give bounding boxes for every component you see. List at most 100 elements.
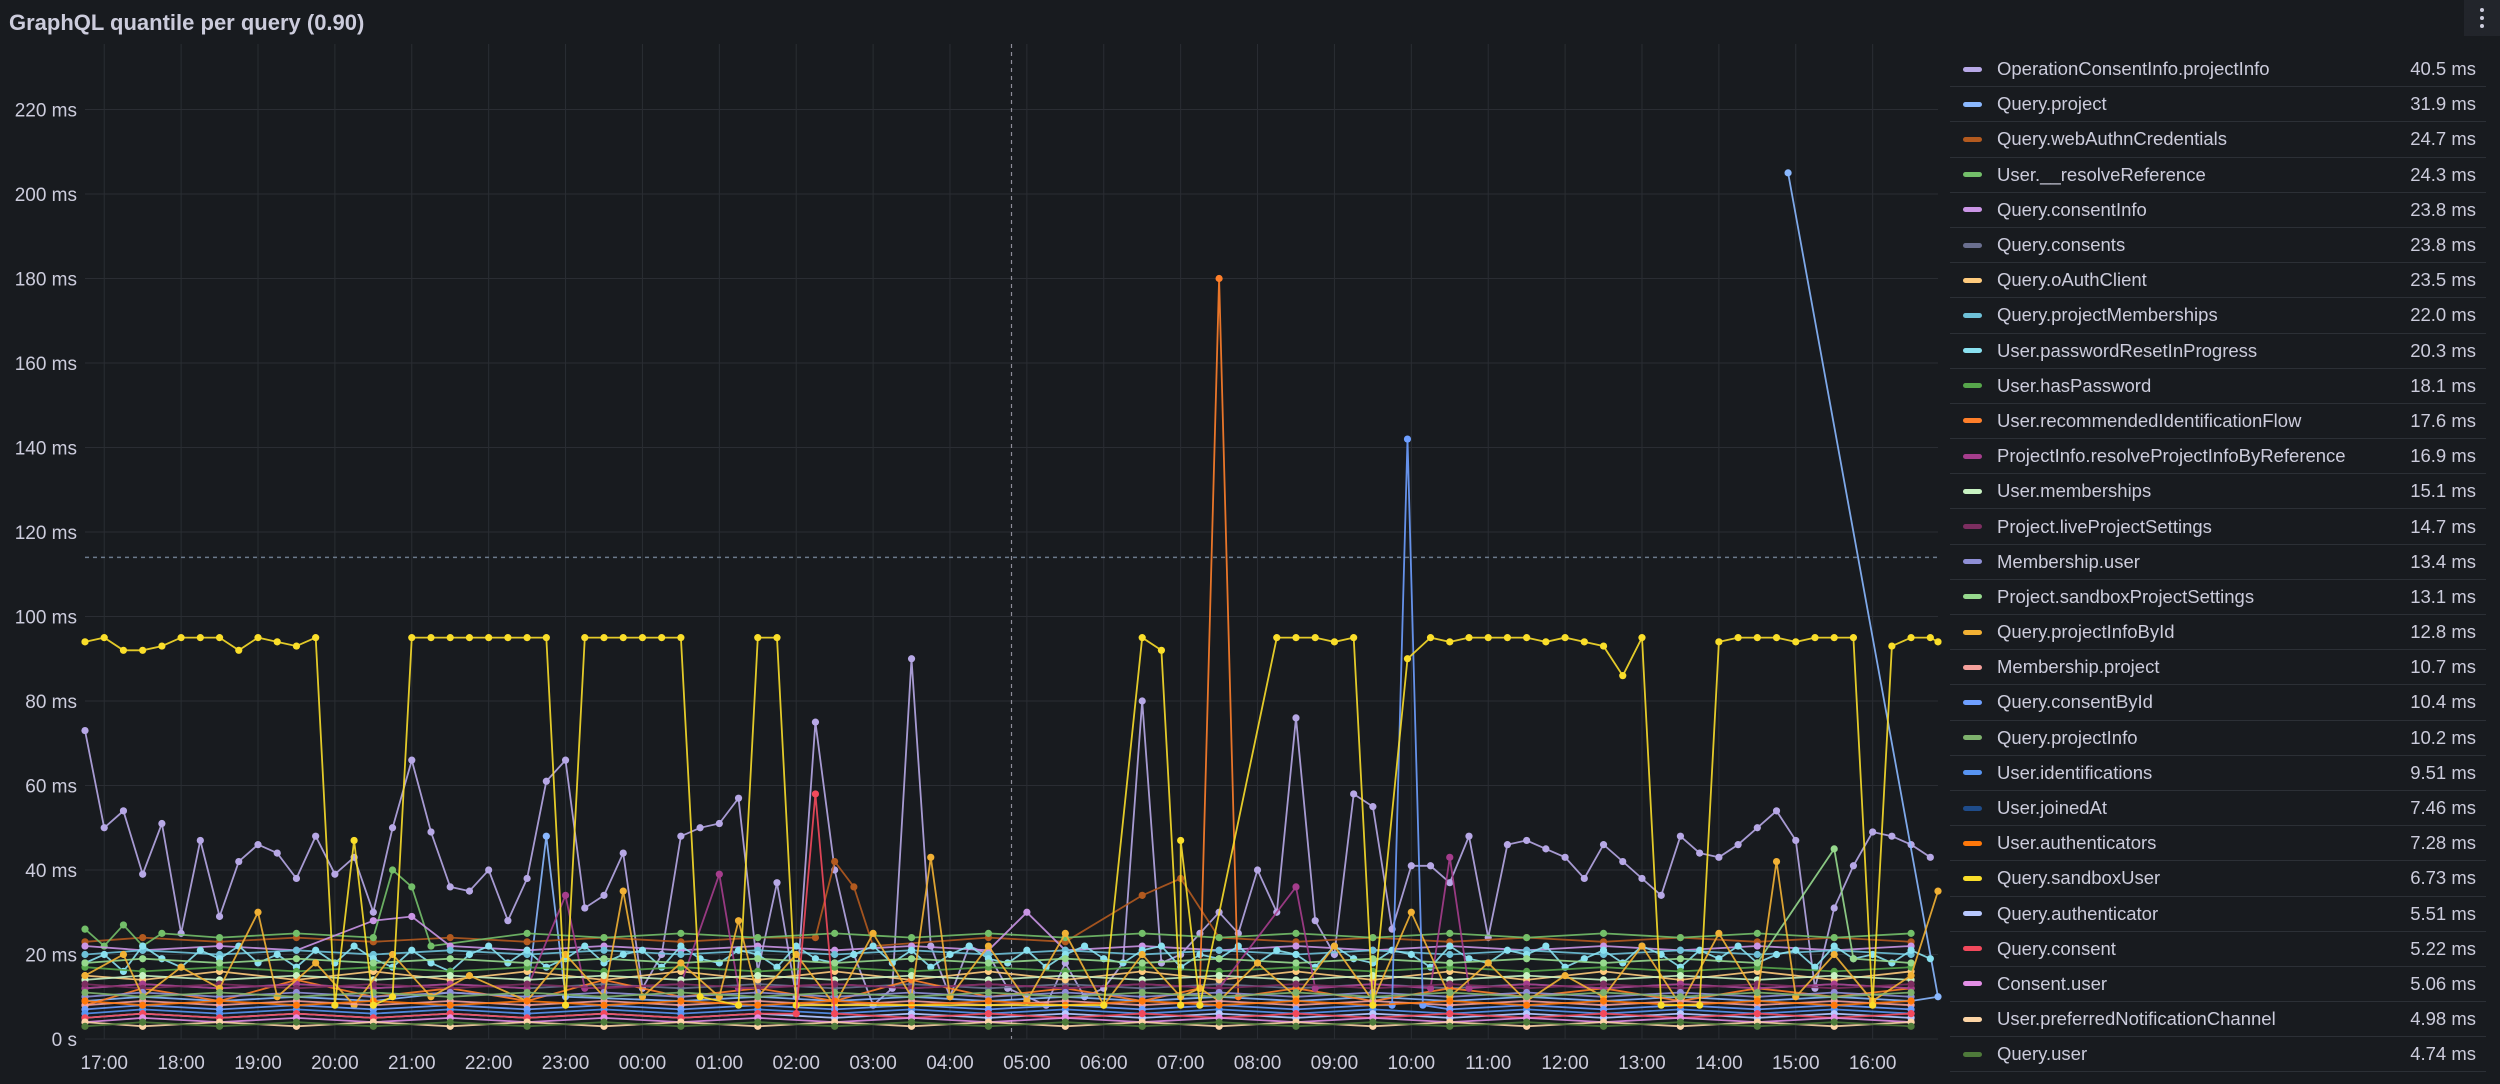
data-point bbox=[100, 634, 108, 642]
legend-item[interactable]: User.identifications 9.51 ms bbox=[1950, 756, 2486, 791]
legend-series-value: 18.1 ms bbox=[2410, 374, 2476, 396]
data-point bbox=[1503, 946, 1512, 954]
data-point bbox=[600, 1018, 608, 1026]
legend-item[interactable]: Project.sandboxProjectSettings 13.1 ms bbox=[1950, 580, 2486, 615]
data-point bbox=[907, 934, 916, 942]
legend-item[interactable]: User.hasPassword 18.1 ms bbox=[1950, 369, 2486, 404]
data-point bbox=[1484, 634, 1492, 642]
data-point bbox=[600, 955, 608, 963]
line-chart[interactable]: 0 s 20 ms 40 ms 60 ms 80 ms 100 ms 120 ms 140 m… bbox=[0, 44, 1945, 1084]
data-point bbox=[1657, 891, 1665, 899]
data-point bbox=[869, 942, 877, 950]
legend-item[interactable]: Consent.user 5.06 ms bbox=[1950, 967, 2486, 1003]
legend-item[interactable]: Query.projectInfoById 12.8 ms bbox=[1950, 615, 2486, 651]
legend-item[interactable]: Query.projectInfo 10.2 ms bbox=[1950, 721, 2486, 756]
legend-item[interactable]: Membership.user 13.4 ms bbox=[1950, 545, 2486, 580]
data-point bbox=[196, 836, 204, 845]
data-point bbox=[446, 934, 454, 942]
legend-item[interactable]: Query.consentById 10.4 ms bbox=[1950, 685, 2486, 721]
legend-series-value: 5.51 ms bbox=[2410, 902, 2476, 924]
legend-series-value: 16.9 ms bbox=[2410, 445, 2476, 467]
data-point bbox=[1599, 997, 1608, 1005]
legend-swatch bbox=[1963, 453, 1982, 459]
data-point bbox=[907, 946, 916, 954]
data-point bbox=[1023, 908, 1031, 916]
data-point bbox=[1138, 988, 1146, 997]
legend-series-name: Membership.user bbox=[1997, 550, 2140, 572]
data-point bbox=[312, 634, 320, 642]
data-point bbox=[1619, 672, 1627, 680]
data-point bbox=[946, 950, 954, 959]
legend-item[interactable]: User.preferredNotificationChannel 4.98 ms bbox=[1950, 1002, 2486, 1038]
legend-item[interactable]: OperationConsentInfo.projectInfo 40.5 ms bbox=[1950, 52, 2486, 88]
legend-series-value: 14.7 ms bbox=[2410, 515, 2476, 537]
legend-item[interactable]: Query.consents 23.8 ms bbox=[1950, 228, 2486, 264]
data-point bbox=[715, 870, 723, 878]
series-layer bbox=[81, 169, 1942, 1030]
data-point bbox=[331, 870, 339, 878]
data-point bbox=[1138, 959, 1146, 967]
legend-item[interactable]: User.recommendedIdentificationFlow 17.6 m… bbox=[1950, 404, 2486, 440]
series-OperationConsentInfo.projectInfo bbox=[81, 655, 1934, 1009]
legend-item[interactable]: User.passwordResetInProgress 20.3 ms bbox=[1950, 334, 2486, 369]
data-point bbox=[485, 634, 493, 642]
legend-item[interactable]: User.memberships 15.1 ms bbox=[1950, 474, 2486, 510]
legend-item[interactable]: User.joinedAt 7.46 ms bbox=[1950, 791, 2486, 827]
legend-item[interactable]: Query.oAuthClient 23.5 ms bbox=[1950, 263, 2486, 299]
data-point bbox=[427, 942, 435, 950]
data-point bbox=[984, 959, 993, 967]
data-point bbox=[1638, 634, 1646, 642]
legend-item[interactable]: Membership.project 10.7 ms bbox=[1950, 650, 2486, 686]
data-point bbox=[984, 942, 993, 950]
data-point bbox=[408, 912, 416, 921]
data-point bbox=[1599, 841, 1608, 849]
data-point bbox=[1753, 997, 1761, 1005]
legend-item[interactable]: Query.consentInfo 23.8 ms bbox=[1950, 193, 2486, 228]
legend-swatch bbox=[1963, 488, 1982, 494]
data-point bbox=[1061, 993, 1069, 1001]
data-point bbox=[1753, 988, 1761, 997]
legend-item[interactable]: User.__resolveReference 24.3 ms bbox=[1950, 158, 2486, 193]
legend-item[interactable]: Query.webAuthnCredentials 24.7 ms bbox=[1950, 122, 2486, 158]
legend-item[interactable]: ProjectInfo.resolveProjectInfoByReferenc… bbox=[1950, 439, 2486, 475]
legend-series-value: 24.7 ms bbox=[2410, 128, 2476, 150]
x-tick-label: 15:00 bbox=[1772, 1053, 1820, 1074]
data-point bbox=[1253, 959, 1262, 967]
data-point bbox=[215, 1022, 224, 1030]
data-point bbox=[523, 959, 531, 967]
data-point bbox=[831, 950, 839, 959]
data-point bbox=[1638, 942, 1646, 950]
data-point bbox=[1446, 1010, 1454, 1018]
legend-item[interactable]: Query.projectMemberships 22.0 ms bbox=[1950, 298, 2486, 334]
legend-series-name: User.identifications bbox=[1997, 761, 2153, 783]
legend-series-value: 24.3 ms bbox=[2410, 163, 2476, 185]
legend-item[interactable]: Query.project 31.9 ms bbox=[1950, 87, 2486, 123]
data-point bbox=[1734, 841, 1742, 849]
data-point bbox=[81, 980, 89, 988]
legend-swatch bbox=[1963, 1051, 1982, 1057]
data-point bbox=[369, 908, 377, 916]
data-point bbox=[965, 942, 973, 950]
data-point bbox=[1849, 862, 1858, 870]
data-point bbox=[1523, 836, 1531, 845]
legend-series-name: User.recommendedIdentificationFlow bbox=[1997, 409, 2302, 431]
data-point bbox=[1138, 950, 1146, 959]
legend-item[interactable]: User.authenticators 7.28 ms bbox=[1950, 826, 2486, 862]
legend-item[interactable]: Query.sandboxUser 6.73 ms bbox=[1950, 861, 2486, 897]
data-point bbox=[1772, 634, 1781, 642]
legend-series-value: 13.1 ms bbox=[2410, 585, 2476, 607]
x-tick-label: 13:00 bbox=[1618, 1053, 1666, 1074]
data-point bbox=[831, 1022, 839, 1030]
data-point bbox=[1311, 984, 1319, 992]
data-point bbox=[1403, 655, 1412, 663]
panel-menu-button[interactable] bbox=[2464, 0, 2500, 36]
legend-item[interactable]: Query.user 4.74 ms bbox=[1950, 1037, 2486, 1073]
data-point bbox=[1215, 993, 1223, 1001]
legend-item[interactable]: Project.liveProjectSettings 14.7 ms bbox=[1950, 509, 2486, 545]
legend-item[interactable]: Query.authenticator 5.51 ms bbox=[1950, 897, 2486, 932]
x-tick-label: 20:00 bbox=[311, 1053, 359, 1074]
data-point bbox=[1599, 1022, 1608, 1030]
data-point bbox=[1292, 883, 1300, 891]
data-point bbox=[1580, 874, 1588, 883]
legend-item[interactable]: Query.consent 5.22 ms bbox=[1950, 932, 2486, 967]
